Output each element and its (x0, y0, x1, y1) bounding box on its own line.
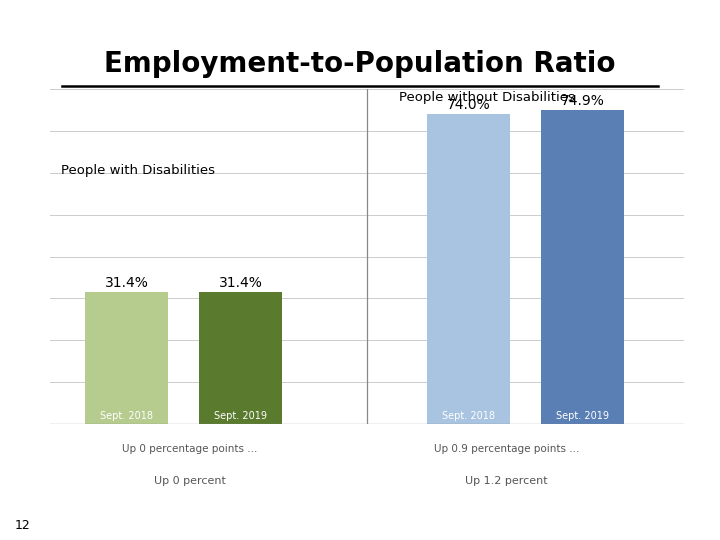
Text: People without Disabilities: People without Disabilities (399, 91, 575, 104)
Text: #nTIDELearn: #nTIDELearn (13, 18, 108, 32)
Text: Up 0 percent: Up 0 percent (154, 476, 226, 486)
Text: Employment-to-Population Ratio: Employment-to-Population Ratio (104, 50, 616, 78)
Text: Up 0.9 percentage points ...: Up 0.9 percentage points ... (434, 444, 580, 454)
Text: 31.4%: 31.4% (219, 276, 262, 291)
Text: 74.9%: 74.9% (561, 94, 605, 109)
Bar (541, 111, 624, 424)
Bar (199, 293, 282, 424)
Bar (428, 114, 510, 424)
Text: 31.4%: 31.4% (104, 276, 148, 291)
Text: Sept. 2018: Sept. 2018 (100, 410, 153, 421)
Text: Up 0 percentage points ...: Up 0 percentage points ... (122, 444, 258, 454)
Text: Sept. 2019: Sept. 2019 (214, 410, 267, 421)
Text: 12: 12 (14, 519, 30, 532)
Text: People with Disabilities: People with Disabilities (60, 165, 215, 178)
Text: 74.0%: 74.0% (446, 98, 490, 112)
Text: Sept. 2018: Sept. 2018 (442, 410, 495, 421)
Bar (85, 293, 168, 424)
Text: Up 1.2 percent: Up 1.2 percent (465, 476, 548, 486)
Text: Sept. 2019: Sept. 2019 (556, 410, 609, 421)
